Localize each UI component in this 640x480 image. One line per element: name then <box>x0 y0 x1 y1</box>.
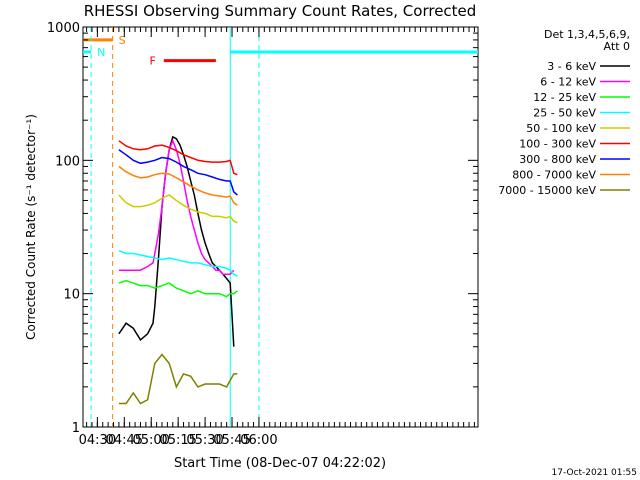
series-line-6 <box>118 149 238 196</box>
series-line-4 <box>118 194 238 224</box>
x-tick-label: 05:15 <box>159 433 196 448</box>
series-lines <box>118 135 238 405</box>
y-axis-label: Corrected Count Rate (s⁻¹ detector⁻¹) <box>24 114 38 340</box>
x-tick-label: 05:30 <box>186 433 223 448</box>
chart-title: RHESSI Observing Summary Count Rates, Co… <box>84 2 477 20</box>
x-tick-label: 06:00 <box>240 433 277 448</box>
y-tick-label: 1 <box>72 421 80 436</box>
y-tick-label: 100 <box>55 154 80 169</box>
observing-markers: S N F <box>83 27 478 427</box>
legend-label: 25 - 50 keV <box>533 107 596 120</box>
legend-label: 50 - 100 keV <box>526 122 596 135</box>
series-line-5 <box>118 140 238 176</box>
legend-label: 7000 - 15000 keV <box>498 184 596 197</box>
y-tick-label: 1000 <box>47 21 80 36</box>
legend-header-1: Det 1,3,4,5,6,9, <box>544 28 630 41</box>
series-line-7 <box>118 165 238 206</box>
x-tick-label: 05:45 <box>213 433 250 448</box>
legend-label: 3 - 6 keV <box>547 60 596 73</box>
legend-label: 12 - 25 keV <box>533 91 596 104</box>
marker-label-S: S <box>119 34 126 47</box>
marker-label-N: N <box>97 46 105 59</box>
x-tick-label: 05:00 <box>132 433 169 448</box>
series-line-2 <box>118 279 238 298</box>
x-tick-label: 04:30 <box>79 433 116 448</box>
legend-label: 6 - 12 keV <box>540 76 596 89</box>
axes: 1 10 100 1000 04:3004:4505:0005:1505:3005:45… <box>47 21 478 448</box>
night-region <box>229 27 260 427</box>
y-tick-label: 10 <box>63 288 80 303</box>
series-line-8 <box>118 353 238 405</box>
x-axis-label: Start Time (08-Dec-07 04:22:02) <box>174 456 386 471</box>
legend-label: 800 - 7000 keV <box>512 169 596 182</box>
legend-label: 300 - 800 keV <box>519 153 596 166</box>
series-line-3 <box>118 250 238 277</box>
legend-label: 100 - 300 keV <box>519 138 596 151</box>
footer-timestamp: 17-Oct-2021 01:55 <box>552 468 637 478</box>
series-line-0 <box>118 135 235 347</box>
plot-frame <box>82 26 479 428</box>
x-tick-label: 04:45 <box>106 433 143 448</box>
legend-header-2: Att 0 <box>604 40 630 53</box>
marker-label-F: F <box>149 55 155 68</box>
legend: 3 - 6 keV 6 - 12 keV 12 - 25 keV 25 - 50 ke… <box>498 60 630 197</box>
